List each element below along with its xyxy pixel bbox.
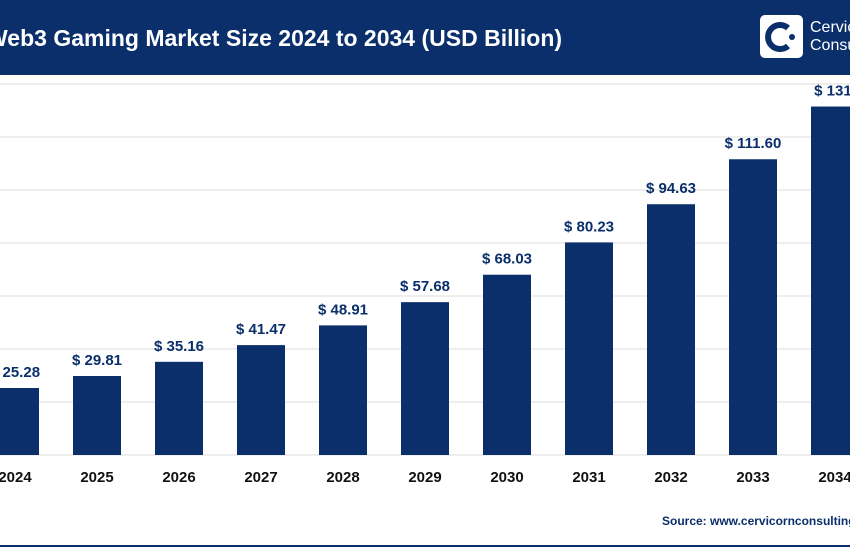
value-label: $ 131.: [814, 82, 850, 99]
x-tick-label: 2028: [326, 469, 359, 486]
x-tick-label: 2024: [0, 469, 32, 486]
bar: [401, 302, 449, 455]
x-tick-label: 2029: [408, 469, 441, 486]
value-label: $ 94.63: [646, 180, 696, 197]
brand-line1: Cervicorn: [810, 19, 850, 36]
bar: [647, 204, 695, 455]
value-label: $ 48.91: [318, 301, 368, 318]
header-band: [0, 0, 850, 75]
x-tick-label: 2027: [244, 469, 277, 486]
value-label: $ 41.47: [236, 321, 286, 338]
bar: [319, 325, 367, 455]
bar: [565, 242, 613, 455]
x-tick-label: 2033: [736, 469, 769, 486]
bar: [811, 106, 850, 456]
logo-icon: [765, 22, 790, 52]
x-tick-label: 2026: [162, 469, 195, 486]
x-tick-label: 2031: [572, 469, 605, 486]
bar: [73, 376, 121, 455]
value-label: $ 68.03: [482, 251, 532, 268]
value-label: $ 80.23: [564, 218, 614, 235]
x-tick-label: 2030: [490, 469, 523, 486]
x-tick-label: 2025: [80, 469, 113, 486]
value-label: $ 35.16: [154, 338, 204, 355]
bar: [0, 388, 39, 455]
value-label: $ 111.60: [725, 135, 782, 152]
bar: [155, 361, 203, 455]
value-label: $ 25.28: [0, 364, 40, 381]
x-tick-label: 2034: [818, 469, 850, 486]
bar: [237, 345, 285, 455]
bar: [483, 274, 531, 455]
logo-dot: [789, 34, 795, 40]
value-label: $ 57.68: [400, 278, 450, 295]
x-tick-label: 2032: [654, 469, 687, 486]
bar: [729, 159, 777, 455]
source: Source: www.cervicornconsulting.com: [662, 514, 850, 528]
value-label: $ 29.81: [72, 352, 122, 369]
chart-title: Web3 Gaming Market Size 2024 to 2034 (US…: [0, 25, 562, 51]
brand-line2: Consulting: [810, 37, 850, 54]
